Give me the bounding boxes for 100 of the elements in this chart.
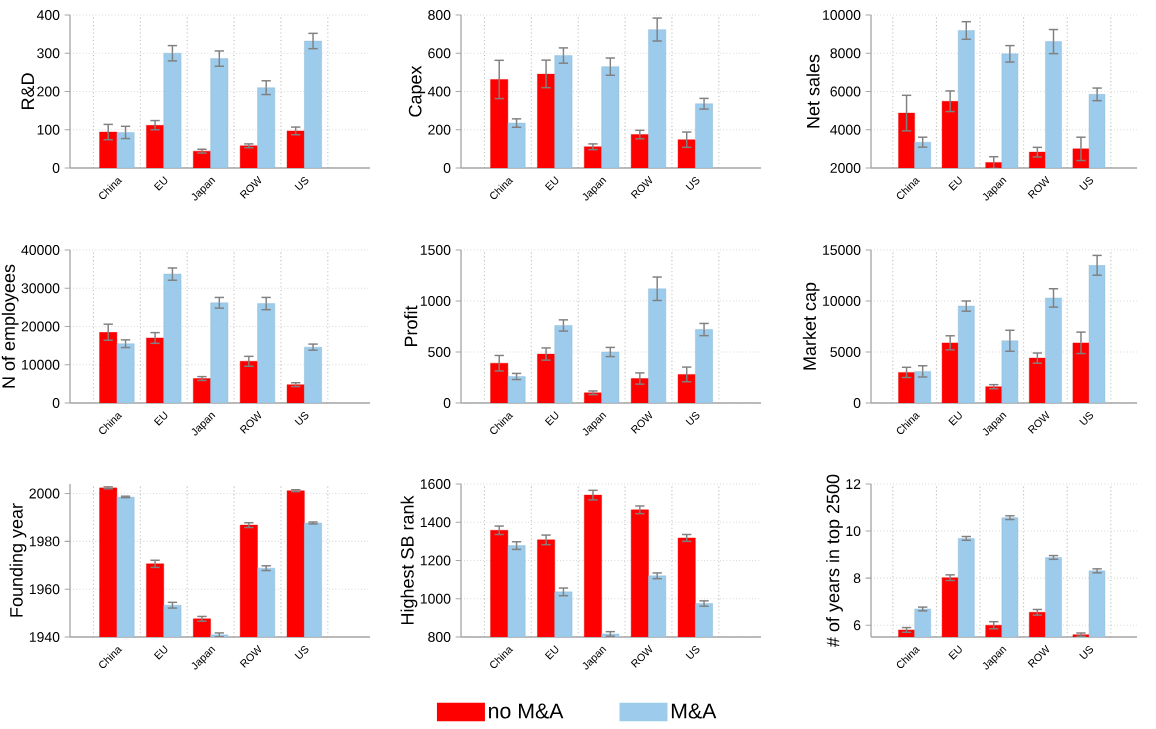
bar [1029,357,1046,403]
bar [941,342,959,403]
y-tick-label: 30000 [21,283,60,294]
y-axis-title: N of employees [1,264,19,388]
y-tick-label: 2000 [29,488,60,499]
bar [490,79,509,168]
bar [304,346,322,403]
bar [239,145,258,168]
x-tick-label: EU [544,176,559,191]
x-tick-label: US [1079,176,1094,190]
y-tick-label: 0 [443,163,451,173]
y-tick-label: 0 [443,398,451,408]
x-tick-label: EU [948,411,962,426]
bar [537,353,555,403]
bar [116,343,135,403]
bar [677,139,696,168]
legend-label: no M&A [489,703,564,719]
bar [99,332,118,403]
y-tick-label: 0 [853,398,861,408]
bar [537,73,555,168]
x-tick-label: US [294,411,309,425]
x-tick-label: US [1079,411,1094,425]
bar [898,372,915,403]
x-tick-label: US [685,645,700,659]
x-tick-label: EU [544,645,559,660]
bar [601,351,620,403]
bar [210,302,229,403]
bar [116,132,135,168]
y-tick-label: 0 [52,163,60,173]
bar [677,374,696,403]
y-axis-title: Net sales [806,54,820,128]
bar [648,288,667,403]
x-tick-label: EU [153,176,168,191]
bar [146,124,164,168]
x-tick-label: EU [153,411,168,426]
bar [193,378,211,403]
bar [584,392,602,403]
y-tick-label: 1000 [420,593,451,604]
bar [1001,340,1019,403]
bar [257,87,276,168]
x-tick-label: US [1079,645,1094,659]
y-tick-label: 6 [853,620,861,631]
y-tick-label: 1940 [29,632,60,642]
y-tick-label: 6000 [830,86,861,97]
y-tick-label: 8 [853,573,861,584]
x-tick-label: EU [948,645,962,660]
bar [1088,265,1106,403]
y-axis-title: Profit [404,305,418,347]
bar [1045,297,1062,403]
x-tick-label: EU [153,645,168,660]
y-tick-label: 800 [428,632,451,642]
y-tick-label: 20000 [21,321,60,332]
y-tick-label: 600 [428,48,451,59]
bar [507,122,526,168]
y-tick-label: 1400 [420,517,451,528]
y-tick-label: 500 [428,347,451,357]
bar [193,150,211,168]
y-tick-label: 5000 [830,347,861,357]
x-tick-label: US [294,176,309,190]
bar [914,371,931,403]
legend-label: M&A [671,703,717,719]
y-axis-title: Market cap [802,282,820,370]
y-tick-label: 10000 [823,10,861,20]
y-tick-label: 8000 [830,48,861,59]
y-tick-label: 400 [427,86,451,97]
bar [601,66,620,168]
y-axis-title: R&D [21,73,35,110]
bar [163,273,182,403]
bar [630,134,649,168]
bar [554,55,573,168]
y-tick-label: 0 [52,398,60,408]
y-tick-label: 1500 [420,245,451,255]
bar [99,131,118,168]
y-tick-label: 15000 [823,245,861,255]
y-tick-label: 1200 [420,555,451,566]
y-tick-label: 1000 [420,296,451,306]
bar [257,303,276,403]
bar [1072,342,1090,403]
y-tick-label: 10000 [823,296,861,306]
bar [210,58,229,168]
y-tick-label: 4000 [830,124,861,135]
y-axis-title: Highest SB rank [400,495,418,625]
y-axis-title: Founding year [9,503,27,617]
y-tick-label: 10 [846,526,861,537]
bar [146,337,164,403]
x-tick-label: EU [544,411,559,426]
y-axis-title: Capex [408,65,426,117]
bar [648,29,667,168]
y-tick-label: 2000 [830,163,861,173]
bar [554,325,573,403]
y-axis-title: # of years in top 2500 [826,474,843,647]
x-tick-label: US [294,645,309,659]
y-tick-label: 300 [37,48,60,59]
x-tick-label: US [685,176,700,190]
x-tick-label: US [685,411,700,425]
bar [490,363,509,403]
bar [286,130,305,168]
y-tick-label: 200 [37,86,60,97]
y-tick-label: 1600 [420,479,451,489]
y-tick-label: 800 [428,10,451,20]
